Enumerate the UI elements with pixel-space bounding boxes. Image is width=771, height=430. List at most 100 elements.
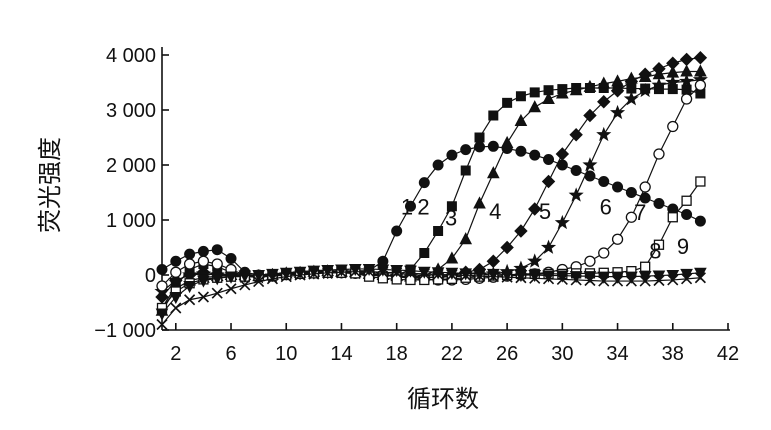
data-point (500, 240, 514, 255)
y-tick-label: 2 000 (106, 155, 156, 177)
data-point (610, 84, 625, 98)
data-point (694, 79, 707, 91)
data-point (418, 177, 430, 189)
data-point (653, 274, 665, 287)
data-point (597, 95, 611, 109)
data-point (570, 165, 582, 176)
data-point (582, 157, 598, 172)
data-point (266, 273, 279, 285)
data-point (681, 209, 693, 220)
data-point (197, 291, 209, 303)
data-point (597, 76, 611, 89)
y-tick-label: −1 000 (94, 320, 156, 342)
data-point (155, 308, 169, 321)
series-5 (154, 71, 708, 298)
data-point (611, 275, 624, 287)
series-label: 4 (489, 199, 501, 224)
data-point (211, 287, 223, 299)
series-8 (155, 263, 707, 321)
data-point (183, 258, 196, 270)
data-point (679, 73, 695, 88)
data-point (583, 79, 597, 92)
data-point (541, 174, 556, 189)
data-point (667, 120, 679, 133)
data-point (527, 253, 543, 268)
data-point (652, 270, 666, 283)
data-point (542, 91, 555, 104)
data-point (680, 268, 693, 281)
data-point (584, 255, 596, 267)
series-line (161, 181, 701, 309)
data-point (239, 279, 251, 291)
data-point (515, 91, 526, 102)
data-point (488, 110, 499, 121)
data-point (514, 224, 528, 238)
data-point (598, 247, 610, 259)
series-line (161, 271, 701, 325)
data-point (694, 215, 706, 227)
data-point (210, 273, 224, 286)
series-layer (154, 51, 708, 331)
data-point (542, 273, 555, 285)
data-point (610, 104, 626, 120)
data-point (653, 198, 665, 209)
data-point (460, 165, 471, 176)
x-tick-label: 14 (330, 343, 352, 365)
data-point (570, 274, 582, 286)
data-point (598, 275, 610, 287)
data-point (225, 253, 237, 264)
y-tick-label: 3 000 (106, 100, 156, 122)
data-point (666, 56, 680, 70)
data-point (487, 271, 499, 283)
data-point (404, 267, 417, 279)
data-point (446, 201, 457, 212)
data-point (183, 281, 196, 294)
data-point (625, 275, 637, 287)
data-point (596, 126, 612, 142)
y-tick-label: 4 000 (106, 45, 156, 67)
data-point (515, 272, 527, 284)
data-point (168, 272, 184, 287)
x-tick-label: 2 (170, 343, 181, 365)
data-point (528, 202, 542, 216)
data-point (184, 248, 196, 260)
data-point (170, 266, 182, 278)
data-point (211, 244, 223, 256)
data-point (500, 135, 514, 148)
data-point (184, 294, 196, 306)
data-point (156, 318, 168, 331)
data-point (640, 261, 651, 272)
data-point (569, 83, 583, 96)
data-point (433, 226, 444, 236)
data-point (446, 269, 458, 281)
data-point (583, 108, 597, 123)
data-point (528, 100, 542, 113)
data-point (666, 270, 680, 283)
data-point (197, 255, 210, 267)
data-point (554, 214, 570, 230)
data-point (694, 272, 706, 284)
x-tick-label: 38 (662, 343, 684, 365)
data-point (335, 266, 348, 278)
data-point (694, 267, 707, 280)
data-point (322, 267, 334, 279)
y-tick-label: 0 (145, 265, 156, 287)
data-point (473, 268, 486, 281)
data-point (681, 195, 692, 206)
data-point (404, 200, 416, 212)
data-point (349, 266, 361, 278)
data-point (486, 166, 500, 179)
series-9 (156, 266, 706, 331)
data-point (624, 74, 639, 89)
data-point (555, 147, 570, 161)
data-point (667, 212, 678, 223)
data-point (432, 159, 444, 171)
data-point (182, 267, 198, 282)
data-point (487, 140, 499, 152)
data-point (680, 93, 693, 105)
data-point (431, 267, 445, 280)
series-line (161, 268, 701, 314)
data-point (681, 273, 693, 285)
series-label: 7 (634, 200, 646, 225)
